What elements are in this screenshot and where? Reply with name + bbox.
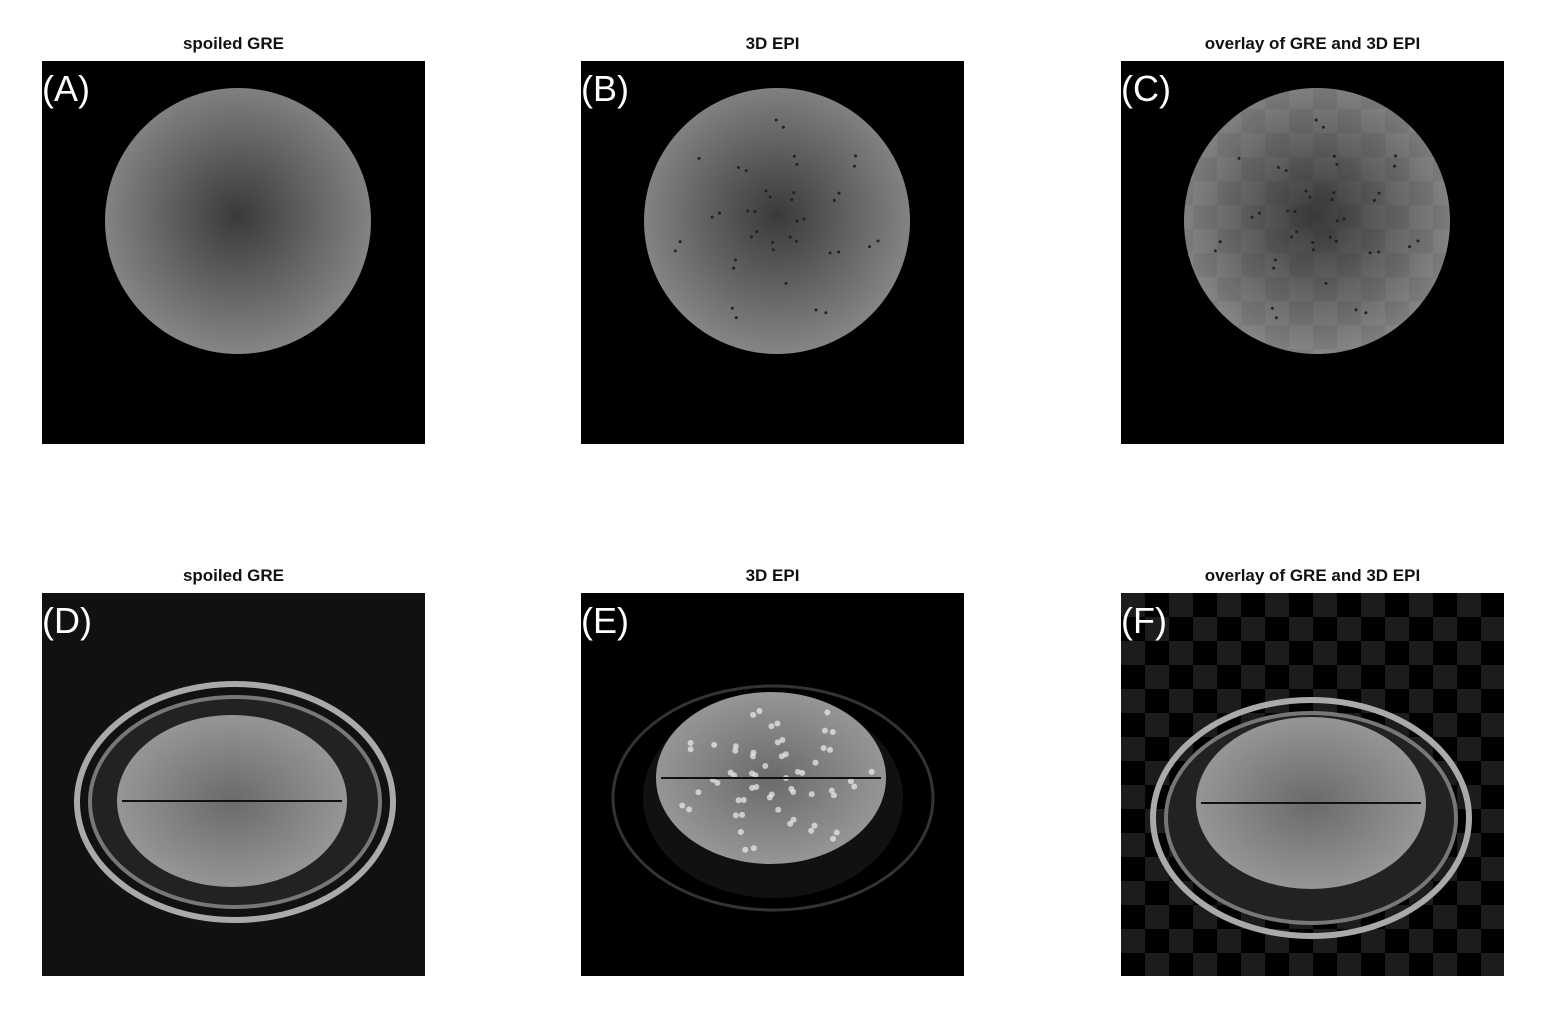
mri-image [1121, 61, 1504, 444]
mri-image [581, 593, 964, 976]
panel-title-d: spoiled GRE [182, 566, 285, 585]
panel-label: (D) [42, 600, 92, 641]
panel-title-c: overlay of GRE and 3D EPI [1204, 34, 1421, 53]
panel-label: (A) [42, 68, 90, 109]
panel-title-f: overlay of GRE and 3D EPI [1204, 566, 1421, 585]
panel-b: (B) [581, 61, 964, 444]
panel-a: (A) [42, 61, 425, 444]
phantom [1184, 88, 1450, 354]
phantom [105, 88, 371, 354]
phantom [644, 88, 910, 354]
panel-e: (E) [581, 593, 964, 976]
panel-title-e: 3D EPI [745, 566, 800, 585]
panel-c: (C) [1121, 61, 1504, 444]
panel-title-a: spoiled GRE [182, 34, 285, 53]
panel-label: (F) [1121, 600, 1167, 641]
panel-label: (C) [1121, 68, 1171, 109]
panel-d: (D) [42, 593, 425, 976]
mri-image [42, 593, 425, 976]
panel-label: (B) [581, 68, 629, 109]
panel-title-b: 3D EPI [745, 34, 800, 53]
mri-image [42, 61, 425, 444]
panel-f: (F) [1121, 593, 1504, 976]
mri-image [1121, 593, 1504, 976]
mri-image [581, 61, 964, 444]
panel-label: (E) [581, 600, 629, 641]
